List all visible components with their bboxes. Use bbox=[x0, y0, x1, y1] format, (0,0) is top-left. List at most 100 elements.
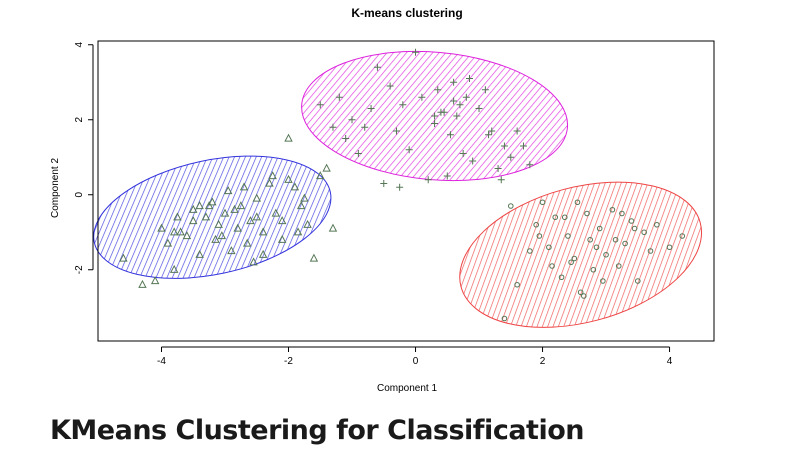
triangle-point bbox=[277, 234, 287, 243]
plus-point bbox=[412, 48, 420, 56]
circle-point bbox=[634, 278, 641, 284]
plus-point bbox=[507, 153, 515, 161]
x-axis-label: Component 1 bbox=[377, 383, 437, 394]
triangle-point bbox=[296, 201, 306, 210]
plus-point bbox=[481, 86, 489, 94]
plus-point bbox=[316, 101, 324, 109]
x-axis: -4 -2 0 2 4 bbox=[157, 346, 673, 367]
circle-point bbox=[577, 289, 584, 296]
triangle-point bbox=[189, 216, 198, 225]
triangle-point bbox=[163, 238, 173, 247]
circle-point bbox=[507, 203, 514, 209]
circle-point bbox=[622, 240, 628, 247]
triangle-point bbox=[243, 238, 252, 247]
triangle-point bbox=[230, 204, 239, 213]
plus-point bbox=[396, 183, 404, 191]
plus-point bbox=[443, 172, 451, 180]
triangle-point bbox=[300, 193, 309, 202]
plus-point bbox=[513, 127, 521, 135]
circle-point bbox=[571, 255, 578, 262]
triangle-point bbox=[268, 171, 277, 180]
plus-point bbox=[453, 112, 461, 120]
plus-point bbox=[361, 123, 369, 131]
triangle-point bbox=[316, 171, 325, 180]
triangle-point bbox=[201, 212, 211, 221]
triangle-point bbox=[236, 201, 246, 210]
circle-point bbox=[539, 199, 546, 206]
plus-point bbox=[469, 157, 477, 165]
circle-point bbox=[549, 263, 555, 269]
cluster-ellipse-1 bbox=[93, 155, 332, 279]
triangle-point bbox=[169, 227, 179, 236]
plus-point bbox=[335, 93, 343, 101]
y-axis: -2 0 2 4 bbox=[74, 42, 94, 274]
circle-point bbox=[568, 259, 574, 266]
plus-point bbox=[386, 82, 394, 90]
y-tick-label: -2 bbox=[74, 265, 85, 274]
triangle-point bbox=[195, 201, 204, 210]
triangle-point bbox=[293, 227, 303, 236]
triangle-point bbox=[277, 216, 287, 225]
circle-point bbox=[584, 210, 590, 217]
plus-point bbox=[342, 135, 350, 142]
circle-point bbox=[609, 206, 616, 213]
plus-point bbox=[380, 180, 388, 187]
circle-point bbox=[561, 214, 568, 221]
circle-point bbox=[581, 293, 587, 299]
circle-point bbox=[536, 233, 543, 239]
circle-point bbox=[600, 278, 606, 284]
circle-point bbox=[565, 233, 571, 239]
circle-point bbox=[552, 214, 559, 221]
plus-point bbox=[424, 176, 432, 184]
plus-point bbox=[459, 150, 467, 157]
circle-point bbox=[593, 244, 600, 251]
circle-point bbox=[647, 248, 654, 254]
circle-point bbox=[590, 266, 597, 273]
circle-point bbox=[546, 244, 552, 251]
plus-point bbox=[418, 93, 426, 101]
triangle-point bbox=[217, 231, 227, 240]
circle-point bbox=[596, 225, 603, 232]
y-tick-label: 4 bbox=[74, 42, 85, 48]
triangle-point bbox=[138, 279, 147, 288]
circle-point bbox=[558, 274, 565, 281]
plus-point bbox=[354, 150, 362, 157]
triangle-point bbox=[258, 227, 268, 236]
triangle-point bbox=[211, 234, 220, 243]
triangle-point bbox=[258, 249, 268, 258]
triangle-point bbox=[249, 257, 258, 266]
x-tick-label: 0 bbox=[413, 356, 419, 367]
plot-frame bbox=[97, 40, 715, 342]
triangle-point bbox=[265, 178, 274, 187]
y-tick-label: 2 bbox=[74, 117, 85, 123]
circle-point bbox=[533, 221, 539, 228]
triangle-point bbox=[239, 182, 249, 191]
plus-point bbox=[456, 101, 464, 109]
plus-point bbox=[519, 142, 527, 150]
plus-point bbox=[497, 176, 505, 184]
triangle-point bbox=[150, 276, 160, 285]
triangle-point bbox=[328, 223, 338, 232]
plus-point bbox=[450, 78, 458, 86]
triangle-point bbox=[271, 208, 281, 217]
plus-point bbox=[475, 105, 483, 112]
triangle-point bbox=[290, 182, 300, 191]
plus-point bbox=[434, 86, 442, 94]
circle-point bbox=[654, 221, 660, 228]
x-tick-label: 2 bbox=[540, 356, 546, 367]
plus-point bbox=[367, 105, 375, 112]
plus-point bbox=[526, 161, 534, 169]
chart-title: K-means clustering bbox=[351, 6, 462, 20]
triangle-point bbox=[252, 193, 261, 202]
plus-point bbox=[462, 93, 470, 101]
circle-point bbox=[612, 236, 619, 243]
circle-point bbox=[603, 251, 609, 258]
triangle-point bbox=[214, 219, 223, 228]
plus-point bbox=[405, 146, 413, 154]
triangle-point bbox=[176, 227, 185, 236]
plus-point bbox=[450, 97, 458, 105]
triangle-point bbox=[303, 219, 312, 228]
plus-point bbox=[399, 101, 407, 109]
circle-point bbox=[587, 236, 593, 243]
plus-point bbox=[488, 127, 496, 135]
